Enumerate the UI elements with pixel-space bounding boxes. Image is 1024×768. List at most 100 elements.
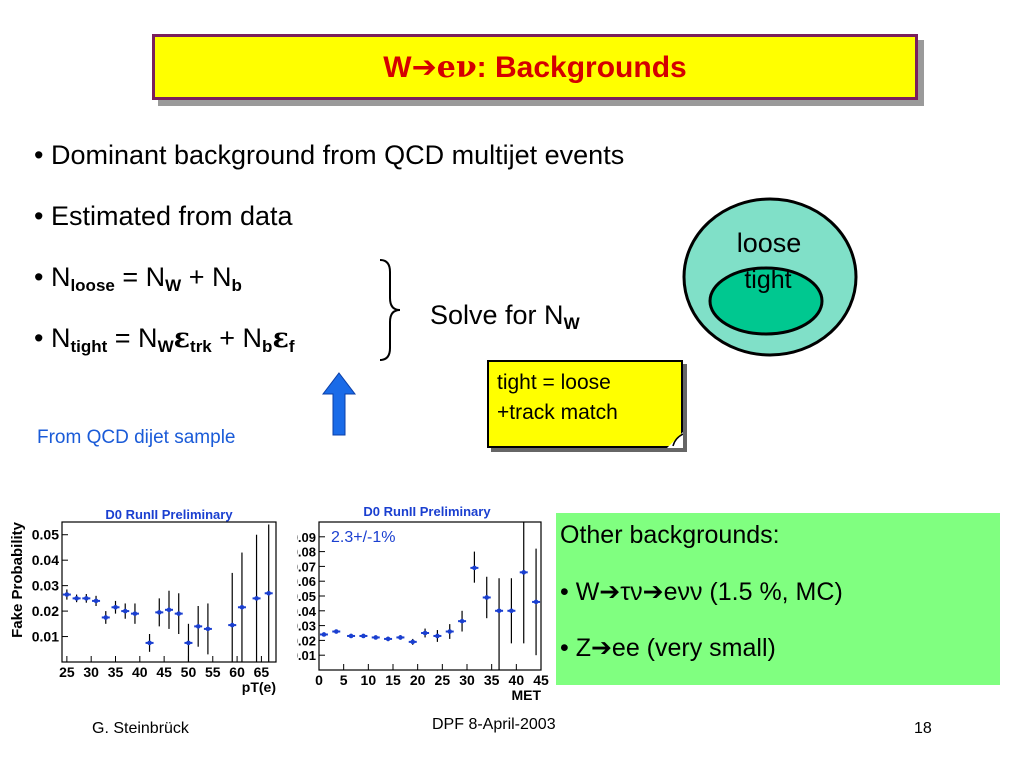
- x-tick-label: 45: [156, 664, 172, 680]
- data-point: [229, 622, 235, 628]
- data-point: [333, 629, 339, 634]
- data-point: [166, 607, 172, 613]
- title-arrow: ➔: [411, 50, 437, 84]
- venn-loose-label: loose: [736, 228, 802, 258]
- data-point: [521, 570, 527, 575]
- bullet-dominant: • Dominant background from QCD multijet …: [34, 140, 625, 170]
- chart-title: D0 RunII Preliminary: [363, 504, 491, 519]
- title-box: W➔eν: Backgrounds: [152, 34, 918, 100]
- bullet-ntight: • Ntight = NWεtrk + Nbεf: [34, 323, 295, 357]
- y-tick-label: 0.01: [32, 629, 59, 645]
- title-enu: eν: [436, 49, 477, 85]
- data-point: [74, 596, 79, 601]
- x-tick-label: 40: [132, 664, 148, 680]
- title-rest: : Backgrounds: [476, 50, 687, 84]
- x-tick-label: 25: [59, 664, 75, 680]
- other-backgrounds-box: Other backgrounds: • W➔τν➔eνν (1.5 %, MC…: [556, 513, 1000, 685]
- data-point: [205, 626, 211, 632]
- nloose-s3: b: [231, 276, 242, 295]
- data-point: [422, 630, 428, 636]
- x-tick-label: 60: [229, 664, 245, 680]
- footer-author: G. Steinbrück: [92, 720, 189, 737]
- ntight-s4: b: [262, 337, 273, 356]
- data-point: [496, 608, 502, 614]
- data-point: [385, 636, 391, 642]
- solve-text: Solve for N: [430, 300, 564, 330]
- data-point: [484, 595, 490, 600]
- data-point: [195, 624, 201, 629]
- chart-fake-prob-vs-pt: D0 RunII Preliminary 0.01 0.02 0.03 0.04 0.05…: [9, 507, 277, 695]
- data-point: [64, 592, 70, 597]
- data-point: [361, 633, 366, 639]
- ntight-p3: + N: [211, 323, 263, 353]
- sticky-note: tight = loose +track match: [487, 360, 683, 448]
- y-tick-label: 0.06: [297, 574, 316, 589]
- nloose-p3: + N: [181, 262, 232, 292]
- up-arrow-icon: [322, 372, 356, 436]
- data-point: [472, 565, 477, 571]
- ntight-s3: trk: [190, 337, 212, 356]
- data-point: [398, 635, 403, 640]
- data-point: [254, 596, 259, 601]
- x-tick-label: 40: [509, 672, 525, 688]
- footer-page-number: 18: [914, 720, 932, 737]
- y-tick-label: 0.02: [32, 603, 59, 619]
- y-tick-label: 0.02: [297, 633, 316, 648]
- data-point: [266, 590, 272, 596]
- y-tick-label: 0.03: [297, 619, 316, 634]
- ntight-s1: tight: [70, 337, 108, 356]
- data-point: [509, 608, 514, 614]
- chart-title: D0 RunII Preliminary: [105, 507, 233, 522]
- data-point: [113, 604, 118, 610]
- x-tick-label: 30: [459, 672, 475, 688]
- other-heading: Other backgrounds:: [560, 521, 780, 549]
- data-point: [84, 596, 89, 601]
- ntight-s5: f: [288, 337, 295, 356]
- chart-fake-prob-vs-met: D0 RunII Preliminary 0.010.020.030.040.05…: [297, 504, 549, 703]
- x-axis-label: pT(e): [242, 679, 276, 695]
- other-z-ee: • Z➔ee (very small): [560, 634, 776, 662]
- solve-sub: W: [563, 314, 580, 333]
- y-tick-label: 0.09: [297, 530, 316, 545]
- y-tick-label: 0.07: [297, 559, 316, 574]
- x-tick-label: 55: [205, 664, 221, 680]
- x-tick-label: 25: [435, 672, 451, 688]
- bullet-estimated: • Estimated from data: [34, 201, 293, 231]
- chart-annotation: 2.3+/-1%: [331, 529, 395, 546]
- data-point: [533, 599, 539, 605]
- footer-date: DPF 8-April-2003: [432, 716, 556, 733]
- right-brace-icon: [379, 259, 401, 361]
- data-point: [348, 633, 354, 639]
- venn-diagram: [682, 197, 858, 357]
- x-tick-label: 35: [484, 672, 500, 688]
- data-point: [176, 611, 182, 616]
- nloose-s1: loose: [70, 276, 115, 295]
- y-tick-label: 0.05: [297, 589, 316, 604]
- y-tick-label: 0.04: [32, 552, 59, 568]
- data-point: [147, 640, 152, 646]
- data-point: [410, 639, 416, 645]
- x-tick-label: 15: [385, 672, 401, 688]
- title-prefix: W: [383, 50, 412, 84]
- y-axis-label: Fake Probability: [9, 521, 26, 638]
- ntight-eps1: ε: [173, 323, 191, 354]
- plot-frame: [318, 521, 542, 671]
- data-point: [447, 629, 453, 634]
- x-tick-label: 35: [108, 664, 124, 680]
- y-tick-label: 0.08: [297, 545, 316, 560]
- data-point: [156, 610, 162, 615]
- ntight-eps2: ε: [272, 323, 289, 354]
- ntight-p2: = N: [107, 323, 158, 353]
- y-tick-label: 0.05: [32, 527, 59, 543]
- venn-tight-ellipse: [708, 266, 824, 336]
- y-tick-label: 0.04: [297, 604, 317, 619]
- data-point: [132, 611, 138, 616]
- nloose-p2: = N: [114, 262, 166, 292]
- data-point: [239, 604, 245, 610]
- data-point: [93, 598, 99, 604]
- x-tick-label: 45: [533, 672, 549, 688]
- data-point: [103, 615, 109, 620]
- other-w-tau: • W➔τν➔eνν (1.5 %, MC): [560, 578, 843, 606]
- note-line-2: +track match: [497, 401, 618, 424]
- solve-for-nw: Solve for NW: [430, 300, 580, 334]
